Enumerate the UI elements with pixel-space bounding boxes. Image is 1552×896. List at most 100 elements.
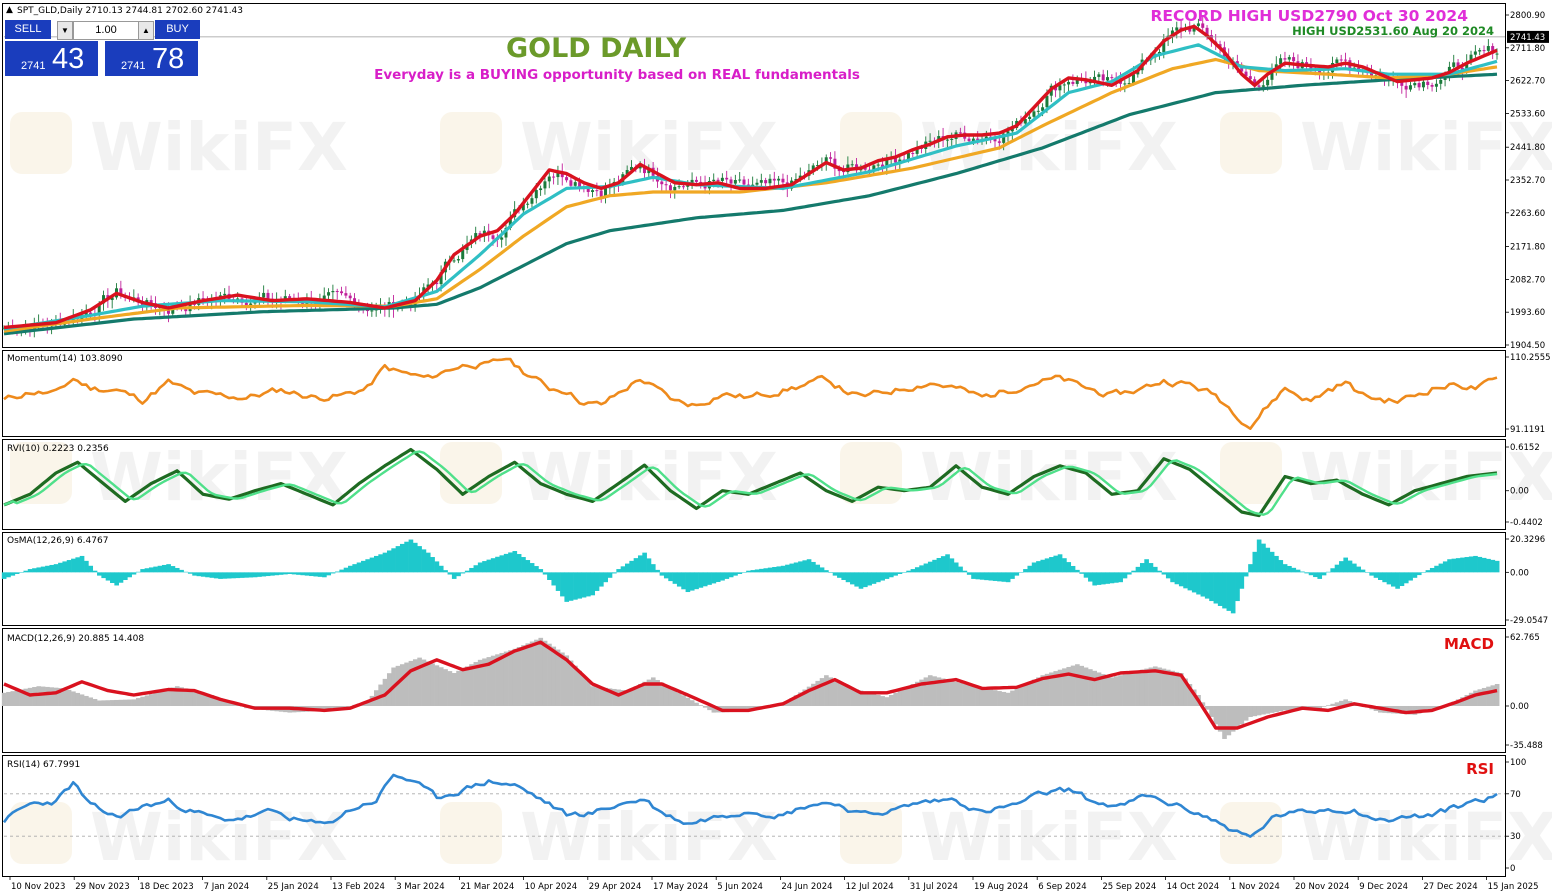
candle-body	[166, 309, 170, 314]
candle-body	[642, 166, 646, 174]
osma-bar	[875, 572, 881, 583]
osma-bar	[213, 572, 219, 579]
ema-long-line	[3, 72, 1498, 336]
osma-bar	[1109, 572, 1115, 584]
osma-bar	[1356, 566, 1361, 573]
chart-title: GOLD DAILY	[506, 33, 686, 64]
osma-bar	[1200, 572, 1206, 597]
candle-body	[543, 181, 547, 189]
rsi-line	[2, 773, 1498, 838]
macd-histogram-bar	[88, 697, 94, 706]
macd-histogram-bar	[1001, 691, 1007, 706]
rvi-signal-line	[3, 450, 1498, 516]
osma-bar	[1088, 572, 1093, 582]
macd-histogram-bar	[421, 659, 427, 706]
osma-bar	[391, 548, 396, 573]
osma-bar	[482, 561, 487, 573]
lot-decrease-icon[interactable]: ▼	[57, 21, 73, 40]
macd-histogram-bar	[1269, 705, 1275, 713]
macd-histogram-bar	[1109, 677, 1115, 706]
collapse-arrow-icon[interactable]: ▲	[6, 5, 13, 15]
candle-body	[872, 165, 876, 171]
y-tick-label: 2171.80	[1510, 243, 1545, 253]
osma-bar	[776, 566, 782, 573]
macd-histogram-bar	[1468, 692, 1474, 706]
lot-increase-icon[interactable]: ▲	[138, 21, 154, 40]
panel-frame	[2, 350, 1506, 437]
macd-histogram-bar	[179, 687, 184, 706]
candle-body	[1456, 62, 1460, 68]
osma-bar	[1412, 572, 1418, 578]
macd-histogram-bar	[157, 691, 163, 706]
macd-histogram-bar	[1261, 705, 1266, 715]
y-tick-label: 2622.70	[1510, 77, 1545, 87]
x-tick-label: 20 Nov 2024	[1295, 882, 1349, 892]
osma-bar	[369, 557, 375, 573]
macd-histogram-bar	[1096, 672, 1102, 706]
buy-button[interactable]: BUY	[155, 20, 200, 39]
macd-histogram-bar	[529, 641, 535, 706]
osma-bar	[1473, 555, 1478, 573]
y-tick-label: 2352.70	[1510, 176, 1545, 186]
osma-bar	[676, 572, 682, 587]
osma-bar	[966, 572, 972, 575]
osma-bar	[655, 569, 660, 573]
sell-price-box[interactable]: 2741 43	[5, 41, 98, 76]
lot-size-input[interactable]: 1.00	[73, 21, 139, 40]
candle-body	[976, 138, 980, 141]
macd-histogram-bar	[1421, 705, 1426, 713]
osma-bar	[551, 572, 557, 586]
osma-bar	[1243, 572, 1249, 577]
osma-bar	[1477, 556, 1483, 573]
macd-histogram-bar	[871, 693, 877, 706]
buy-price-box[interactable]: 2741 78	[105, 41, 198, 76]
sell-button[interactable]: SELL	[5, 20, 51, 39]
osma-bar	[1438, 563, 1444, 573]
osma-bar	[1369, 572, 1374, 576]
candle-body	[1270, 69, 1274, 80]
osma-bar	[1083, 572, 1089, 578]
candle-body	[595, 190, 599, 192]
osma-bar	[555, 572, 561, 591]
macd-histogram-bar	[659, 682, 665, 706]
candle-body	[893, 157, 897, 163]
macd-histogram-bar	[1005, 692, 1011, 706]
osma-bar	[231, 572, 236, 579]
osma-bar	[689, 572, 695, 591]
chart-subtitle: Everyday is a BUYING opportunity based o…	[374, 67, 860, 83]
macd-histogram-bar	[1170, 670, 1175, 706]
osma-bar	[828, 572, 834, 573]
macd-histogram-bar	[187, 689, 193, 706]
macd-histogram-bar	[586, 681, 591, 706]
osma-bar	[867, 572, 872, 586]
y-tick-label: -35.488	[1510, 741, 1543, 751]
osma-bar	[1334, 564, 1340, 573]
candle-body	[1417, 83, 1421, 88]
macd-signal-line	[3, 640, 1498, 730]
candle-body	[755, 182, 759, 185]
macd-histogram-bar	[1014, 688, 1020, 706]
osma-bar	[1101, 572, 1106, 585]
macd-histogram-bar	[525, 643, 531, 706]
candle-body	[1261, 85, 1265, 87]
osma-bar	[629, 560, 634, 573]
macd-histogram-bar	[633, 686, 639, 706]
candle-body	[833, 158, 837, 169]
candle-body	[668, 185, 672, 191]
osma-bar	[1295, 569, 1301, 573]
osma-bar	[157, 565, 163, 573]
osma-bar	[1343, 557, 1348, 573]
macd-histogram-bar	[399, 664, 405, 706]
macd-histogram-bar	[1079, 665, 1085, 706]
macd-histogram-bar	[919, 679, 924, 706]
candle-body	[1452, 62, 1456, 67]
osma-bar	[123, 572, 128, 580]
osma-bar	[1455, 558, 1461, 573]
osma-bar	[685, 572, 691, 593]
osma-bar	[754, 569, 760, 573]
y-tick-label: 2711.80	[1510, 44, 1545, 54]
osma-bar	[949, 558, 955, 573]
candle-body	[971, 138, 975, 142]
candle-body	[1235, 61, 1239, 65]
osma-bar	[1278, 560, 1284, 573]
